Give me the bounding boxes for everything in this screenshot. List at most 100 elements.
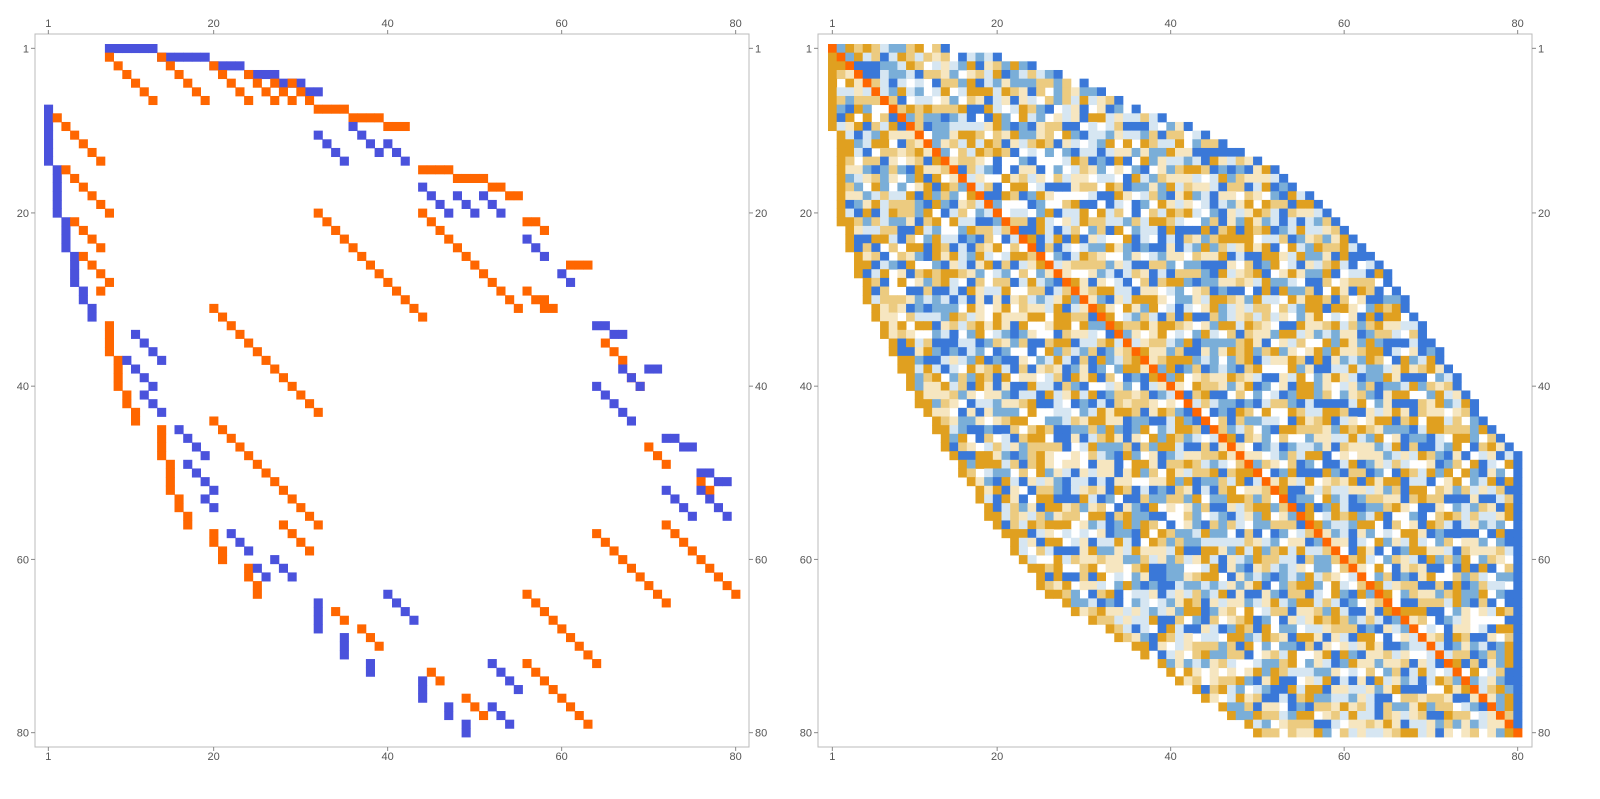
matrix-cell-weak_positive [1357, 676, 1367, 686]
matrix-cell-weak_positive [1244, 208, 1254, 218]
matrix-cell-strong_positive [975, 355, 985, 365]
matrix-cell-strong_positive [1253, 503, 1263, 513]
matrix-cell-negative [131, 44, 141, 54]
matrix-cell-diagonal [1452, 667, 1462, 677]
matrix-cell-mid_negative [1400, 589, 1410, 599]
matrix-cell-weak_positive [1400, 563, 1410, 573]
matrix-cell-weak_positive [1279, 633, 1289, 643]
matrix-cell-mid_positive [1244, 269, 1254, 279]
matrix-cell-mid_positive [1487, 555, 1497, 565]
matrix-cell-weak_positive [1417, 693, 1427, 703]
matrix-cell-negative [191, 468, 201, 478]
matrix-cell-strong_negative [1504, 667, 1514, 677]
matrix-cell-mid_positive [958, 269, 968, 279]
matrix-cell-weak_negative [1261, 416, 1271, 426]
matrix-cell-mid_positive [1036, 485, 1046, 495]
matrix-cell-strong_negative [1400, 338, 1410, 348]
matrix-cell-mid_positive [932, 44, 942, 54]
matrix-cell-weak_negative [1209, 633, 1219, 643]
matrix-cell-negative [44, 104, 54, 114]
matrix-cell-strong_negative [1027, 485, 1037, 495]
matrix-cell-strong_positive [1036, 312, 1046, 322]
matrix-cell-strong_negative [1409, 659, 1419, 669]
matrix-cell-weak_negative [1157, 598, 1167, 608]
matrix-cell-strong_positive [966, 286, 976, 296]
matrix-cell-strong_negative [1131, 260, 1141, 270]
matrix-cell-mid_negative [1409, 433, 1419, 443]
matrix-cell-weak_positive [1339, 685, 1349, 695]
matrix-cell-mid_positive [1114, 208, 1124, 218]
matrix-cell-positive [539, 295, 549, 305]
matrix-cell-strong_negative [966, 451, 976, 461]
matrix-cell-weak_negative [975, 182, 985, 192]
matrix-cell-weak_positive [888, 312, 898, 322]
matrix-cell-mid_positive [897, 208, 907, 218]
matrix-cell-strong_positive [1201, 329, 1211, 339]
matrix-cell-strong_negative [1513, 607, 1523, 617]
matrix-cell-strong_positive [845, 217, 855, 227]
matrix-cell-strong_positive [1461, 433, 1471, 443]
matrix-cell-strong_positive [1044, 347, 1054, 357]
matrix-cell-strong_negative [984, 113, 994, 123]
matrix-cell-strong_positive [1296, 581, 1306, 591]
matrix-cell-weak_positive [1426, 728, 1436, 738]
matrix-cell-weak_negative [1253, 685, 1263, 695]
matrix-cell-strong_negative [1122, 494, 1133, 504]
matrix-cell-strong_negative [1062, 572, 1072, 582]
matrix-cell-strong_positive [906, 338, 916, 348]
matrix-cell-weak_positive [1235, 381, 1245, 391]
matrix-cell-weak_negative [1322, 659, 1332, 669]
matrix-cell-strong_negative [1122, 277, 1133, 287]
matrix-cell-diagonal [1018, 234, 1028, 244]
matrix-cell-strong_positive [966, 364, 976, 374]
matrix-cell-strong_negative [1209, 269, 1219, 279]
matrix-cell-weak_positive [845, 69, 855, 80]
matrix-cell-mid_negative [1053, 251, 1063, 261]
matrix-cell-mid_negative [1166, 598, 1176, 608]
matrix-cell-mid_positive [1478, 598, 1488, 608]
matrix-cell-diagonal [1175, 390, 1185, 400]
matrix-cell-weak_positive [1279, 251, 1289, 261]
matrix-cell-strong_positive [932, 173, 942, 183]
matrix-cell-strong_positive [1036, 572, 1046, 582]
matrix-cell-strong_positive [906, 381, 916, 391]
matrix-cell-weak_positive [1053, 113, 1063, 123]
matrix-cell-weak_positive [1131, 633, 1141, 643]
matrix-cell-weak_negative [1192, 173, 1202, 183]
matrix-cell-mid_positive [1287, 728, 1297, 738]
matrix-cell-mid_negative [932, 295, 942, 305]
matrix-cell-strong_positive [1027, 407, 1037, 417]
matrix-cell-strong_negative [1513, 546, 1523, 556]
matrix-cell-strong_negative [1070, 399, 1080, 409]
matrix-cell-positive [261, 355, 271, 365]
matrix-cell-strong_positive [1331, 589, 1341, 599]
matrix-cell-mid_positive [1383, 711, 1393, 721]
matrix-cell-strong_negative [1148, 416, 1159, 426]
matrix-cell-mid_negative [1218, 407, 1228, 417]
matrix-cell-strong_positive [828, 61, 838, 71]
matrix-cell-strong_positive [828, 121, 838, 132]
matrix-cell-strong_negative [932, 321, 942, 331]
matrix-cell-strong_negative [1157, 113, 1167, 123]
matrix-cell-mid_positive [923, 373, 933, 383]
matrix-cell-strong_positive [1201, 693, 1211, 703]
matrix-cell-strong_negative [1279, 173, 1289, 183]
matrix-cell-strong_positive [940, 87, 950, 97]
matrix-cell-mid_positive [984, 225, 994, 235]
matrix-cell-strong_negative [862, 69, 872, 80]
matrix-cell-mid_negative [888, 87, 898, 97]
matrix-cell-strong_positive [1140, 295, 1150, 305]
matrix-cell-mid_negative [1027, 130, 1037, 140]
matrix-cell-mid_positive [1175, 269, 1185, 279]
matrix-cell-mid_positive [1175, 485, 1185, 495]
matrix-cell-mid_positive [1270, 633, 1280, 643]
matrix-cell-strong_negative [992, 373, 1002, 383]
matrix-cell-mid_positive [862, 95, 872, 106]
matrix-cell-strong_negative [1192, 477, 1202, 487]
matrix-cell-strong_negative [1487, 563, 1497, 573]
matrix-cell-weak_negative [1166, 303, 1176, 313]
matrix-cell-mid_negative [984, 338, 994, 348]
matrix-cell-mid_positive [897, 104, 907, 114]
matrix-cell-strong_negative [958, 407, 968, 417]
matrix-cell-weak_positive [1417, 572, 1427, 582]
